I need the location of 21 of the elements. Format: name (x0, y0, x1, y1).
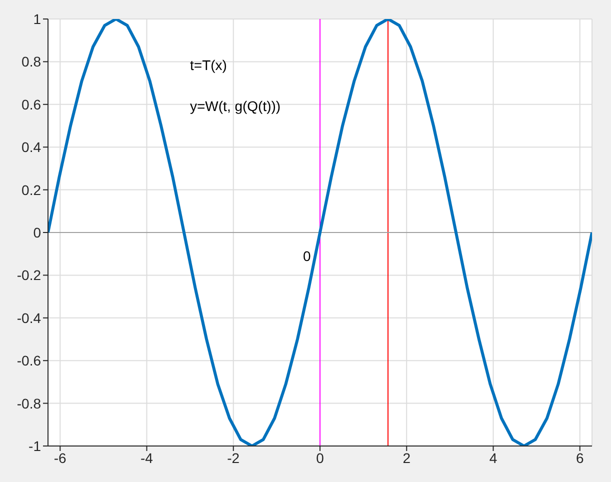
y-tick-label: 0.6 (22, 96, 42, 112)
y-tick-label: 0.2 (22, 182, 42, 198)
x-tick-label: 6 (576, 450, 584, 466)
x-tick-label: 4 (489, 450, 498, 466)
y-tick-label: -0.4 (16, 310, 42, 326)
annotation: 0 (303, 248, 311, 264)
y-tick-label: 0 (33, 224, 42, 240)
x-tick-label: 2 (402, 450, 411, 466)
y-tick-label: -1 (28, 438, 42, 454)
x-tick-label: -4 (140, 450, 154, 466)
y-tick-label: -0.6 (16, 352, 42, 369)
y-tick-label: 1 (33, 10, 42, 27)
y-tick-label: 0.8 (22, 54, 42, 70)
y-tick-label: -0.2 (16, 267, 42, 284)
x-tick-label: -2 (227, 450, 240, 466)
y-tick-label: 0.4 (22, 139, 42, 156)
x-tick-label: -6 (54, 450, 67, 466)
x-tick-label: 0 (316, 450, 324, 466)
y-tick-label: -0.8 (16, 395, 42, 412)
annotation: t=T(x) (190, 57, 227, 73)
annotation: y=W(t, g(Q(t))) (190, 98, 281, 114)
